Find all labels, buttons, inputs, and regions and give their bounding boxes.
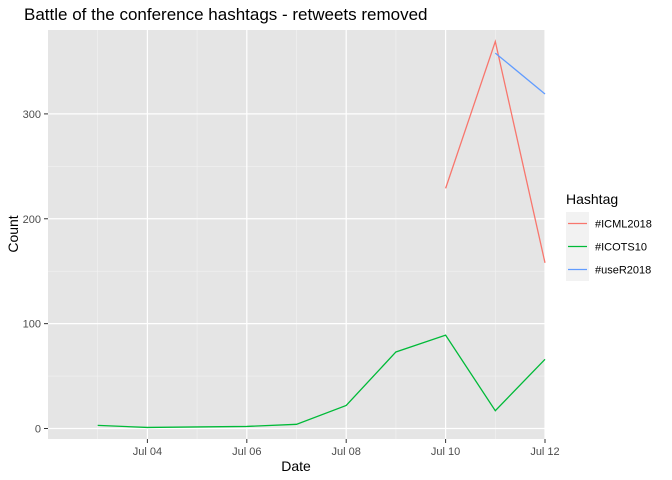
chart-title: Battle of the conference hashtags - retw… xyxy=(24,5,428,24)
series-line xyxy=(97,334,546,429)
x-axis: Jul 04 Jul 06 Jul 08 Jul 10 Jul 12 xyxy=(133,439,560,458)
x-tick-label: Jul 12 xyxy=(530,446,559,458)
series-lines xyxy=(97,39,546,429)
y-tick-label: 300 xyxy=(23,109,41,121)
x-tick-label: Jul 06 xyxy=(232,446,261,458)
legend-title: Hashtag xyxy=(566,191,618,207)
y-tick-label: 100 xyxy=(23,319,41,331)
legend-label: #useR2018 xyxy=(595,265,651,277)
y-axis: 0 100 200 300 xyxy=(23,109,48,436)
x-tick-label: Jul 04 xyxy=(133,446,162,458)
minor-gridlines xyxy=(48,30,545,439)
legend-label: #ICML2018 xyxy=(595,219,652,231)
major-gridlines xyxy=(48,30,546,439)
series-line xyxy=(444,39,546,263)
y-tick-label: 200 xyxy=(23,214,41,226)
x-axis-title: Date xyxy=(281,458,311,474)
y-axis-title: Count xyxy=(5,215,21,252)
x-tick-label: Jul 10 xyxy=(431,446,460,458)
x-tick-label: Jul 08 xyxy=(332,446,361,458)
legend-label: #ICOTS10 xyxy=(595,242,647,254)
series-line xyxy=(494,52,546,95)
y-tick-label: 0 xyxy=(35,424,41,436)
legend: Hashtag #ICML2018 #ICOTS10 #useR2018 xyxy=(566,191,652,281)
